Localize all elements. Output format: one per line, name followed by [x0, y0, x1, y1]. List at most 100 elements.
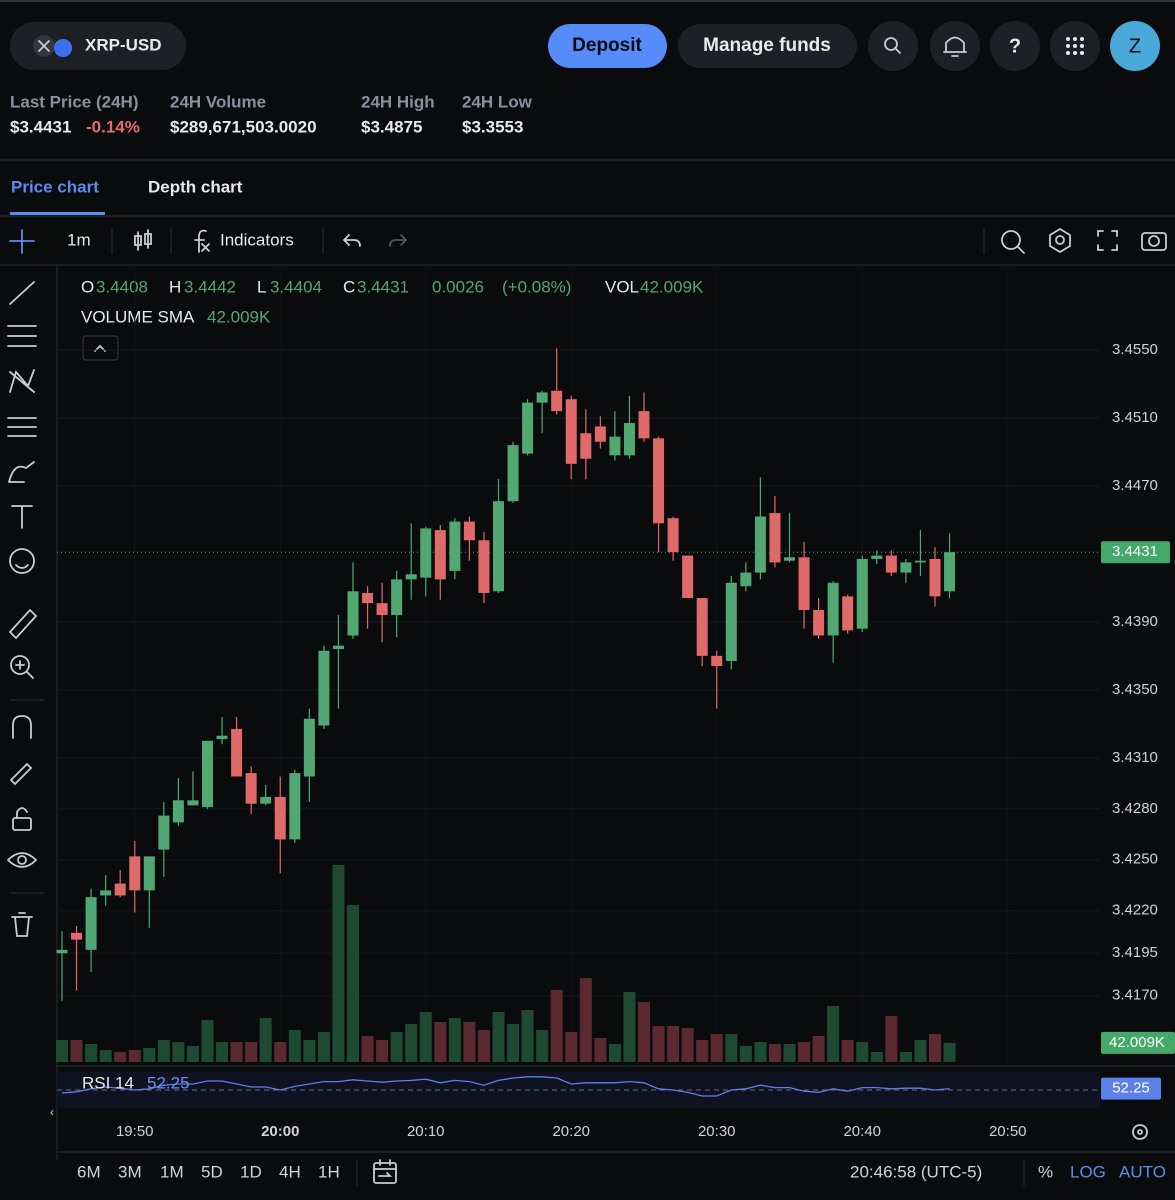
screenshot-icon[interactable] [1148, 235, 1160, 247]
scroll-left[interactable]: ‹ [50, 1105, 54, 1119]
delete-tool[interactable] [11, 912, 33, 937]
volume-sma-box [1101, 1031, 1175, 1054]
fullscreen-icon[interactable] [1097, 230, 1118, 251]
alert-icon[interactable] [1017, 246, 1025, 254]
percent-toggle[interactable]: % [1038, 1162, 1053, 1181]
tab-active[interactable]: Price chart [11, 177, 99, 196]
rsi-box-label: 52.25 [1112, 1080, 1150, 1097]
candle-body [784, 557, 795, 561]
tab-underline [10, 212, 105, 215]
apps-button[interactable] [1050, 21, 1100, 71]
legend-value: 3.4431 [357, 277, 409, 296]
emoji-tool[interactable] [15, 564, 29, 569]
volume-bar [507, 1024, 520, 1062]
pair-selector[interactable]: XRP-USD [10, 22, 186, 70]
y-tick-label: 3.4310 [1112, 749, 1158, 766]
stat-value: $3.4875 [361, 117, 422, 136]
candle-body [289, 773, 301, 840]
auto-toggle[interactable]: AUTO [1119, 1162, 1166, 1181]
settings-icon[interactable] [1055, 235, 1065, 245]
brush-tool[interactable] [8, 461, 35, 483]
zoom-tool[interactable] [10, 655, 30, 675]
volume-bar [754, 1042, 767, 1062]
candle-body [885, 555, 897, 573]
screenshot-icon[interactable] [1141, 232, 1167, 251]
candle-body [594, 426, 606, 442]
range-button[interactable]: 1M [160, 1162, 184, 1181]
text-tool[interactable] [11, 505, 33, 529]
candle-body [667, 518, 679, 553]
range-button[interactable]: 3M [118, 1162, 142, 1181]
stat-value: $3.3553 [462, 117, 523, 136]
range-button[interactable]: 1H [318, 1162, 340, 1181]
indicators-button[interactable]: Indicators [194, 229, 294, 253]
alert-icon[interactable] [1001, 230, 1021, 250]
collapse-button[interactable] [82, 335, 119, 361]
undo-icon[interactable] [343, 234, 361, 247]
candle-body [260, 796, 272, 804]
tab[interactable]: Depth chart [148, 177, 243, 196]
notifications-button[interactable] [930, 21, 980, 71]
range-button[interactable]: 1D [240, 1162, 262, 1181]
legend-key: H [169, 277, 181, 296]
candle-body [696, 598, 708, 656]
ruler-tool[interactable] [8, 608, 38, 640]
range-button[interactable]: 6M [77, 1162, 101, 1181]
interval[interactable]: 1m [67, 230, 91, 249]
volume-bar [492, 1012, 505, 1062]
lock-tool[interactable] [16, 807, 28, 819]
volume-bar [696, 1040, 709, 1062]
x-tick-label: 20:40 [843, 1123, 881, 1140]
volume-bar [798, 1042, 811, 1062]
volume-bar [332, 865, 345, 1062]
emoji-tool[interactable] [9, 548, 35, 574]
zoom-tool[interactable] [15, 660, 34, 679]
range-button[interactable]: 5D [201, 1162, 223, 1181]
range-button[interactable]: 4H [279, 1162, 301, 1181]
search-button[interactable] [868, 21, 918, 71]
last-price-label: 3.4431 [1112, 543, 1158, 560]
settings-icon[interactable] [1049, 227, 1071, 254]
visibility-tool[interactable] [7, 852, 38, 868]
legend-key: C [343, 277, 355, 296]
candle-body [725, 582, 737, 661]
goto-date-button[interactable] [373, 1159, 397, 1184]
crosshair-tool[interactable] [9, 229, 35, 254]
log-toggle[interactable]: LOG [1070, 1162, 1106, 1181]
candle-body [187, 800, 199, 806]
manage-funds-button[interactable]: Manage funds [678, 24, 857, 68]
volume-bar [870, 1052, 883, 1062]
pair-name: XRP-USD [85, 35, 162, 54]
volume-bar [201, 1020, 214, 1062]
magnet-tool[interactable] [12, 715, 32, 739]
fib-tool[interactable] [7, 417, 37, 437]
clock: 20:46:58 (UTC-5) [850, 1162, 982, 1181]
volume-bar [579, 978, 592, 1062]
volume-bar [361, 1036, 374, 1062]
volume-bar [157, 1040, 170, 1062]
volume-bar [768, 1044, 781, 1062]
lock-tool[interactable] [12, 817, 32, 831]
volume-bar [303, 1040, 316, 1062]
volume-bar [594, 1038, 607, 1062]
chart-type-button[interactable] [134, 229, 152, 251]
volume-bar [812, 1036, 825, 1062]
candle-body [376, 603, 388, 616]
axis-settings[interactable] [1132, 1124, 1148, 1140]
candle-body [143, 856, 155, 891]
lock-draw-tool[interactable] [9, 762, 33, 786]
line-tool[interactable] [9, 281, 35, 305]
volume-bar [608, 1044, 621, 1062]
stat-change: -0.14% [86, 117, 140, 136]
help-button[interactable]: ? [990, 21, 1040, 71]
channel-tool[interactable] [7, 325, 37, 347]
volume-bar [477, 1030, 490, 1062]
avatar[interactable]: Z [1110, 21, 1160, 71]
deposit-button[interactable]: Deposit [548, 24, 667, 68]
pattern-tool[interactable] [9, 369, 35, 393]
volume-bar [739, 1046, 752, 1062]
volume-bar [536, 1030, 549, 1062]
volume-bar [550, 990, 563, 1062]
visibility-tool[interactable] [17, 855, 27, 865]
